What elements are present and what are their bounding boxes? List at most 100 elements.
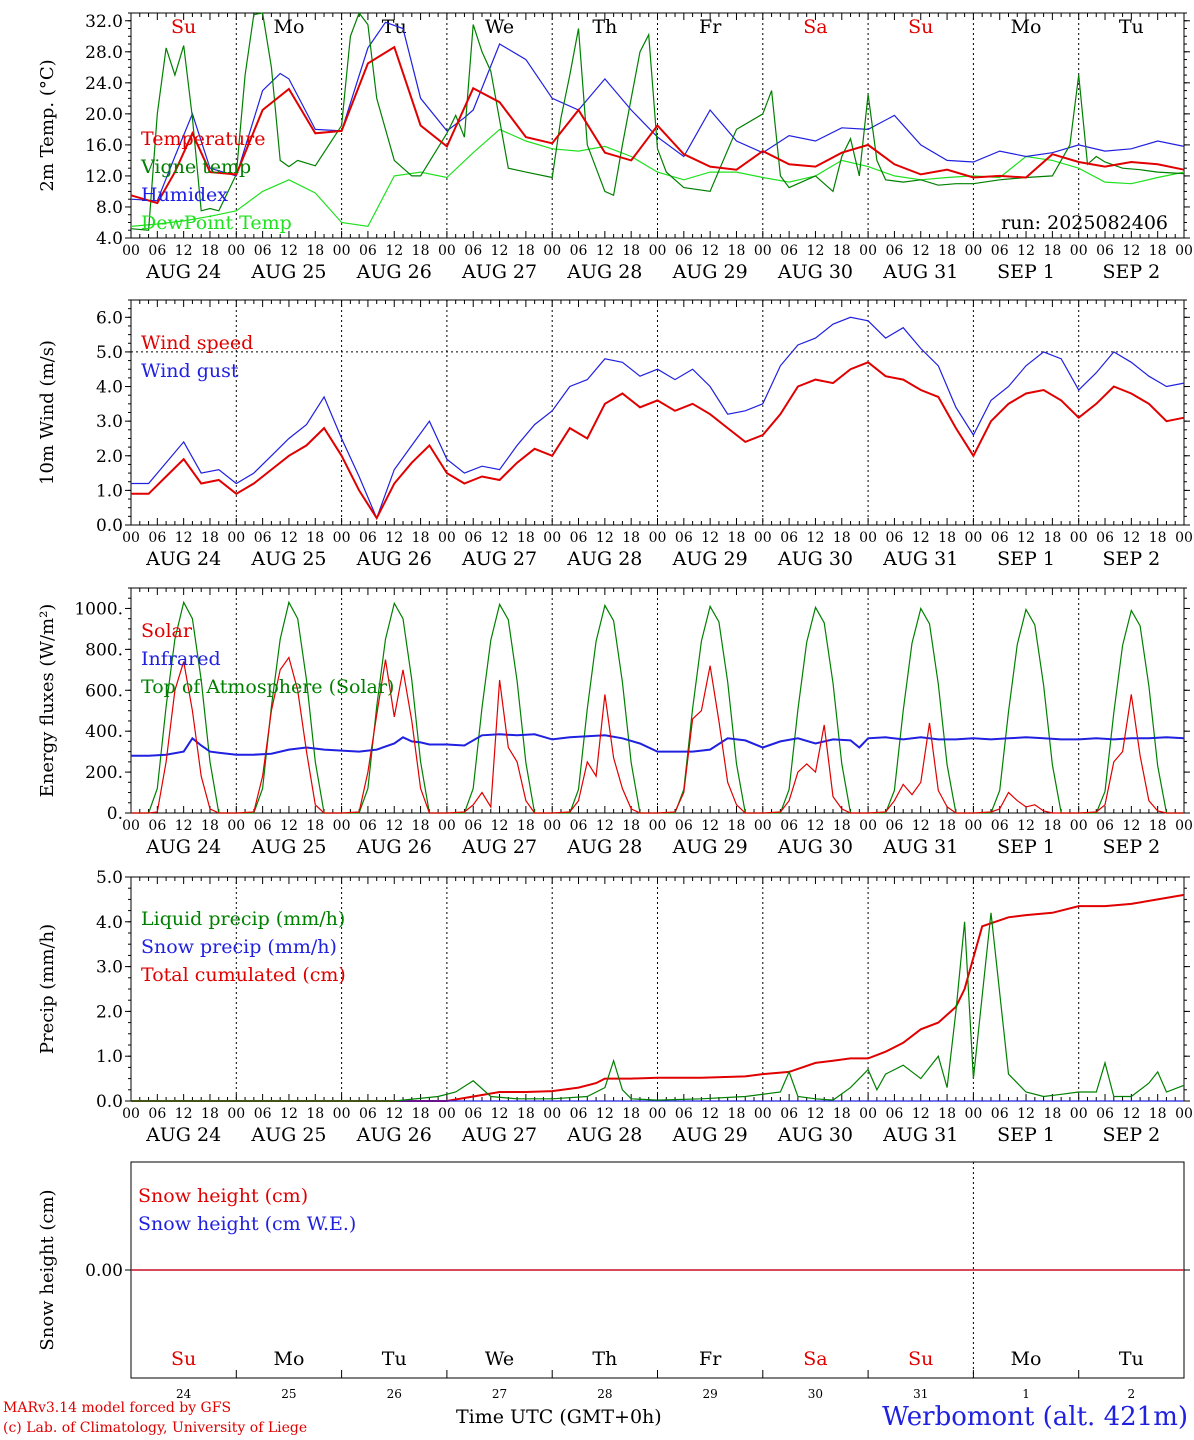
hour-tick-label: 00 bbox=[859, 243, 877, 259]
date-label: AUG 31 bbox=[882, 261, 958, 283]
legend-entry: Top of Atmosphere (Solar) bbox=[141, 676, 394, 698]
hour-tick-label: 06 bbox=[464, 243, 482, 259]
hour-tick-label: 18 bbox=[938, 818, 956, 834]
legend-entry: Wind gust bbox=[141, 360, 239, 382]
hour-tick-label: 00 bbox=[859, 530, 877, 546]
hour-tick-label: 06 bbox=[570, 818, 588, 834]
hour-tick-label: 06 bbox=[148, 818, 166, 834]
hour-tick-label: 12 bbox=[701, 818, 719, 834]
hour-tick-label: 00 bbox=[649, 243, 667, 259]
hour-tick-label: 12 bbox=[1122, 1106, 1140, 1122]
hour-tick-label: 12 bbox=[175, 818, 193, 834]
hour-tick-label: 00 bbox=[543, 530, 561, 546]
hour-tick-label: 00 bbox=[1175, 1106, 1193, 1122]
date-label: AUG 24 bbox=[145, 1124, 221, 1146]
hour-tick-label: 00 bbox=[438, 243, 456, 259]
hour-tick-label: 00 bbox=[964, 818, 982, 834]
hour-tick-label: 12 bbox=[175, 530, 193, 546]
hour-tick-label: 06 bbox=[570, 243, 588, 259]
y-axis-label: Snow height (cm) bbox=[37, 1189, 58, 1350]
day-name: Th bbox=[592, 16, 617, 38]
legend-entry: DewPoint Temp bbox=[141, 212, 292, 234]
day-name: Tu bbox=[1119, 16, 1144, 38]
hour-tick-label: 06 bbox=[148, 1106, 166, 1122]
hour-tick-label: 00 bbox=[543, 243, 561, 259]
hour-tick-label: 12 bbox=[912, 1106, 930, 1122]
y-tick-label: 3.0 bbox=[96, 412, 123, 432]
day-name: Mo bbox=[273, 1348, 304, 1370]
date-label: SEP 1 bbox=[997, 1124, 1055, 1146]
y-tick-label: 1000. bbox=[74, 599, 123, 619]
y-tick-label: 4.0 bbox=[96, 913, 123, 933]
hour-tick-label: 12 bbox=[385, 243, 403, 259]
day-name: Tu bbox=[382, 16, 407, 38]
hour-tick-label: 18 bbox=[201, 530, 219, 546]
hour-tick-label: 06 bbox=[570, 530, 588, 546]
hour-tick-label: 06 bbox=[886, 530, 904, 546]
date-label: AUG 28 bbox=[566, 1124, 642, 1146]
y-tick-label: 32.0 bbox=[85, 12, 123, 32]
hour-tick-label: 12 bbox=[491, 530, 509, 546]
hour-tick-label: 18 bbox=[728, 243, 746, 259]
hour-tick-label: 06 bbox=[675, 243, 693, 259]
y-tick-label: 0.0 bbox=[96, 1092, 123, 1112]
day-name: Sa bbox=[803, 16, 827, 38]
day-name: Fr bbox=[699, 1348, 722, 1370]
legend-entry: Snow height (cm W.E.) bbox=[138, 1213, 356, 1235]
series-line bbox=[131, 733, 1185, 757]
date-label: AUG 28 bbox=[566, 836, 642, 858]
day-number: 2 bbox=[1128, 1387, 1136, 1401]
hour-tick-label: 00 bbox=[543, 1106, 561, 1122]
series-line bbox=[130, 11, 1185, 231]
hour-tick-label: 06 bbox=[780, 1106, 798, 1122]
date-label: SEP 1 bbox=[997, 836, 1055, 858]
date-label: AUG 30 bbox=[777, 1124, 853, 1146]
date-label: AUG 26 bbox=[356, 836, 432, 858]
hour-tick-label: 18 bbox=[1043, 1106, 1061, 1122]
day-number: 25 bbox=[281, 1387, 296, 1401]
date-label: AUG 28 bbox=[566, 261, 642, 283]
y-tick-label: 2.0 bbox=[96, 1002, 123, 1022]
date-label: AUG 30 bbox=[777, 261, 853, 283]
legend-entry: Liquid precip (mm/h) bbox=[141, 908, 345, 930]
y-tick-label: 1.0 bbox=[96, 1047, 123, 1067]
y-tick-label: 1.0 bbox=[96, 481, 123, 501]
hour-tick-label: 06 bbox=[148, 530, 166, 546]
y-tick-label: 5.0 bbox=[96, 868, 123, 888]
date-label: AUG 26 bbox=[356, 548, 432, 570]
hour-tick-label: 00 bbox=[754, 818, 772, 834]
legend-entry: Vigne temp bbox=[140, 156, 251, 178]
y-tick-label: 24.0 bbox=[85, 74, 123, 94]
series-line bbox=[131, 912, 1185, 1102]
hour-tick-label: 06 bbox=[464, 1106, 482, 1122]
hour-tick-label: 18 bbox=[1043, 530, 1061, 546]
y-axis-label: Precip (mm/h) bbox=[37, 924, 58, 1054]
hour-tick-label: 06 bbox=[254, 1106, 272, 1122]
legend-entry: Snow precip (mm/h) bbox=[141, 936, 337, 958]
hour-tick-label: 00 bbox=[122, 1106, 140, 1122]
hour-tick-label: 06 bbox=[359, 243, 377, 259]
hour-tick-label: 18 bbox=[833, 818, 851, 834]
y-tick-label: 12.0 bbox=[85, 167, 123, 187]
day-number: 30 bbox=[808, 1387, 823, 1401]
day-name: We bbox=[485, 1348, 514, 1370]
date-label: SEP 2 bbox=[1102, 261, 1160, 283]
day-name: Mo bbox=[1011, 1348, 1042, 1370]
hour-tick-label: 12 bbox=[912, 530, 930, 546]
date-label: AUG 31 bbox=[882, 1124, 958, 1146]
legend-entry: Wind speed bbox=[141, 332, 253, 354]
hour-tick-label: 06 bbox=[991, 818, 1009, 834]
date-label: AUG 26 bbox=[356, 1124, 432, 1146]
hour-tick-label: 18 bbox=[938, 243, 956, 259]
hour-tick-label: 18 bbox=[412, 530, 430, 546]
hour-tick-label: 00 bbox=[1070, 530, 1088, 546]
hour-tick-label: 00 bbox=[438, 1106, 456, 1122]
y-axis-label: 10m Wind (m/s) bbox=[37, 340, 58, 485]
hour-tick-label: 00 bbox=[754, 1106, 772, 1122]
hour-tick-label: 12 bbox=[701, 1106, 719, 1122]
hour-tick-label: 06 bbox=[886, 1106, 904, 1122]
hour-tick-label: 00 bbox=[227, 243, 245, 259]
hour-tick-label: 00 bbox=[227, 818, 245, 834]
hour-tick-label: 06 bbox=[254, 530, 272, 546]
day-name: Su bbox=[171, 16, 196, 38]
